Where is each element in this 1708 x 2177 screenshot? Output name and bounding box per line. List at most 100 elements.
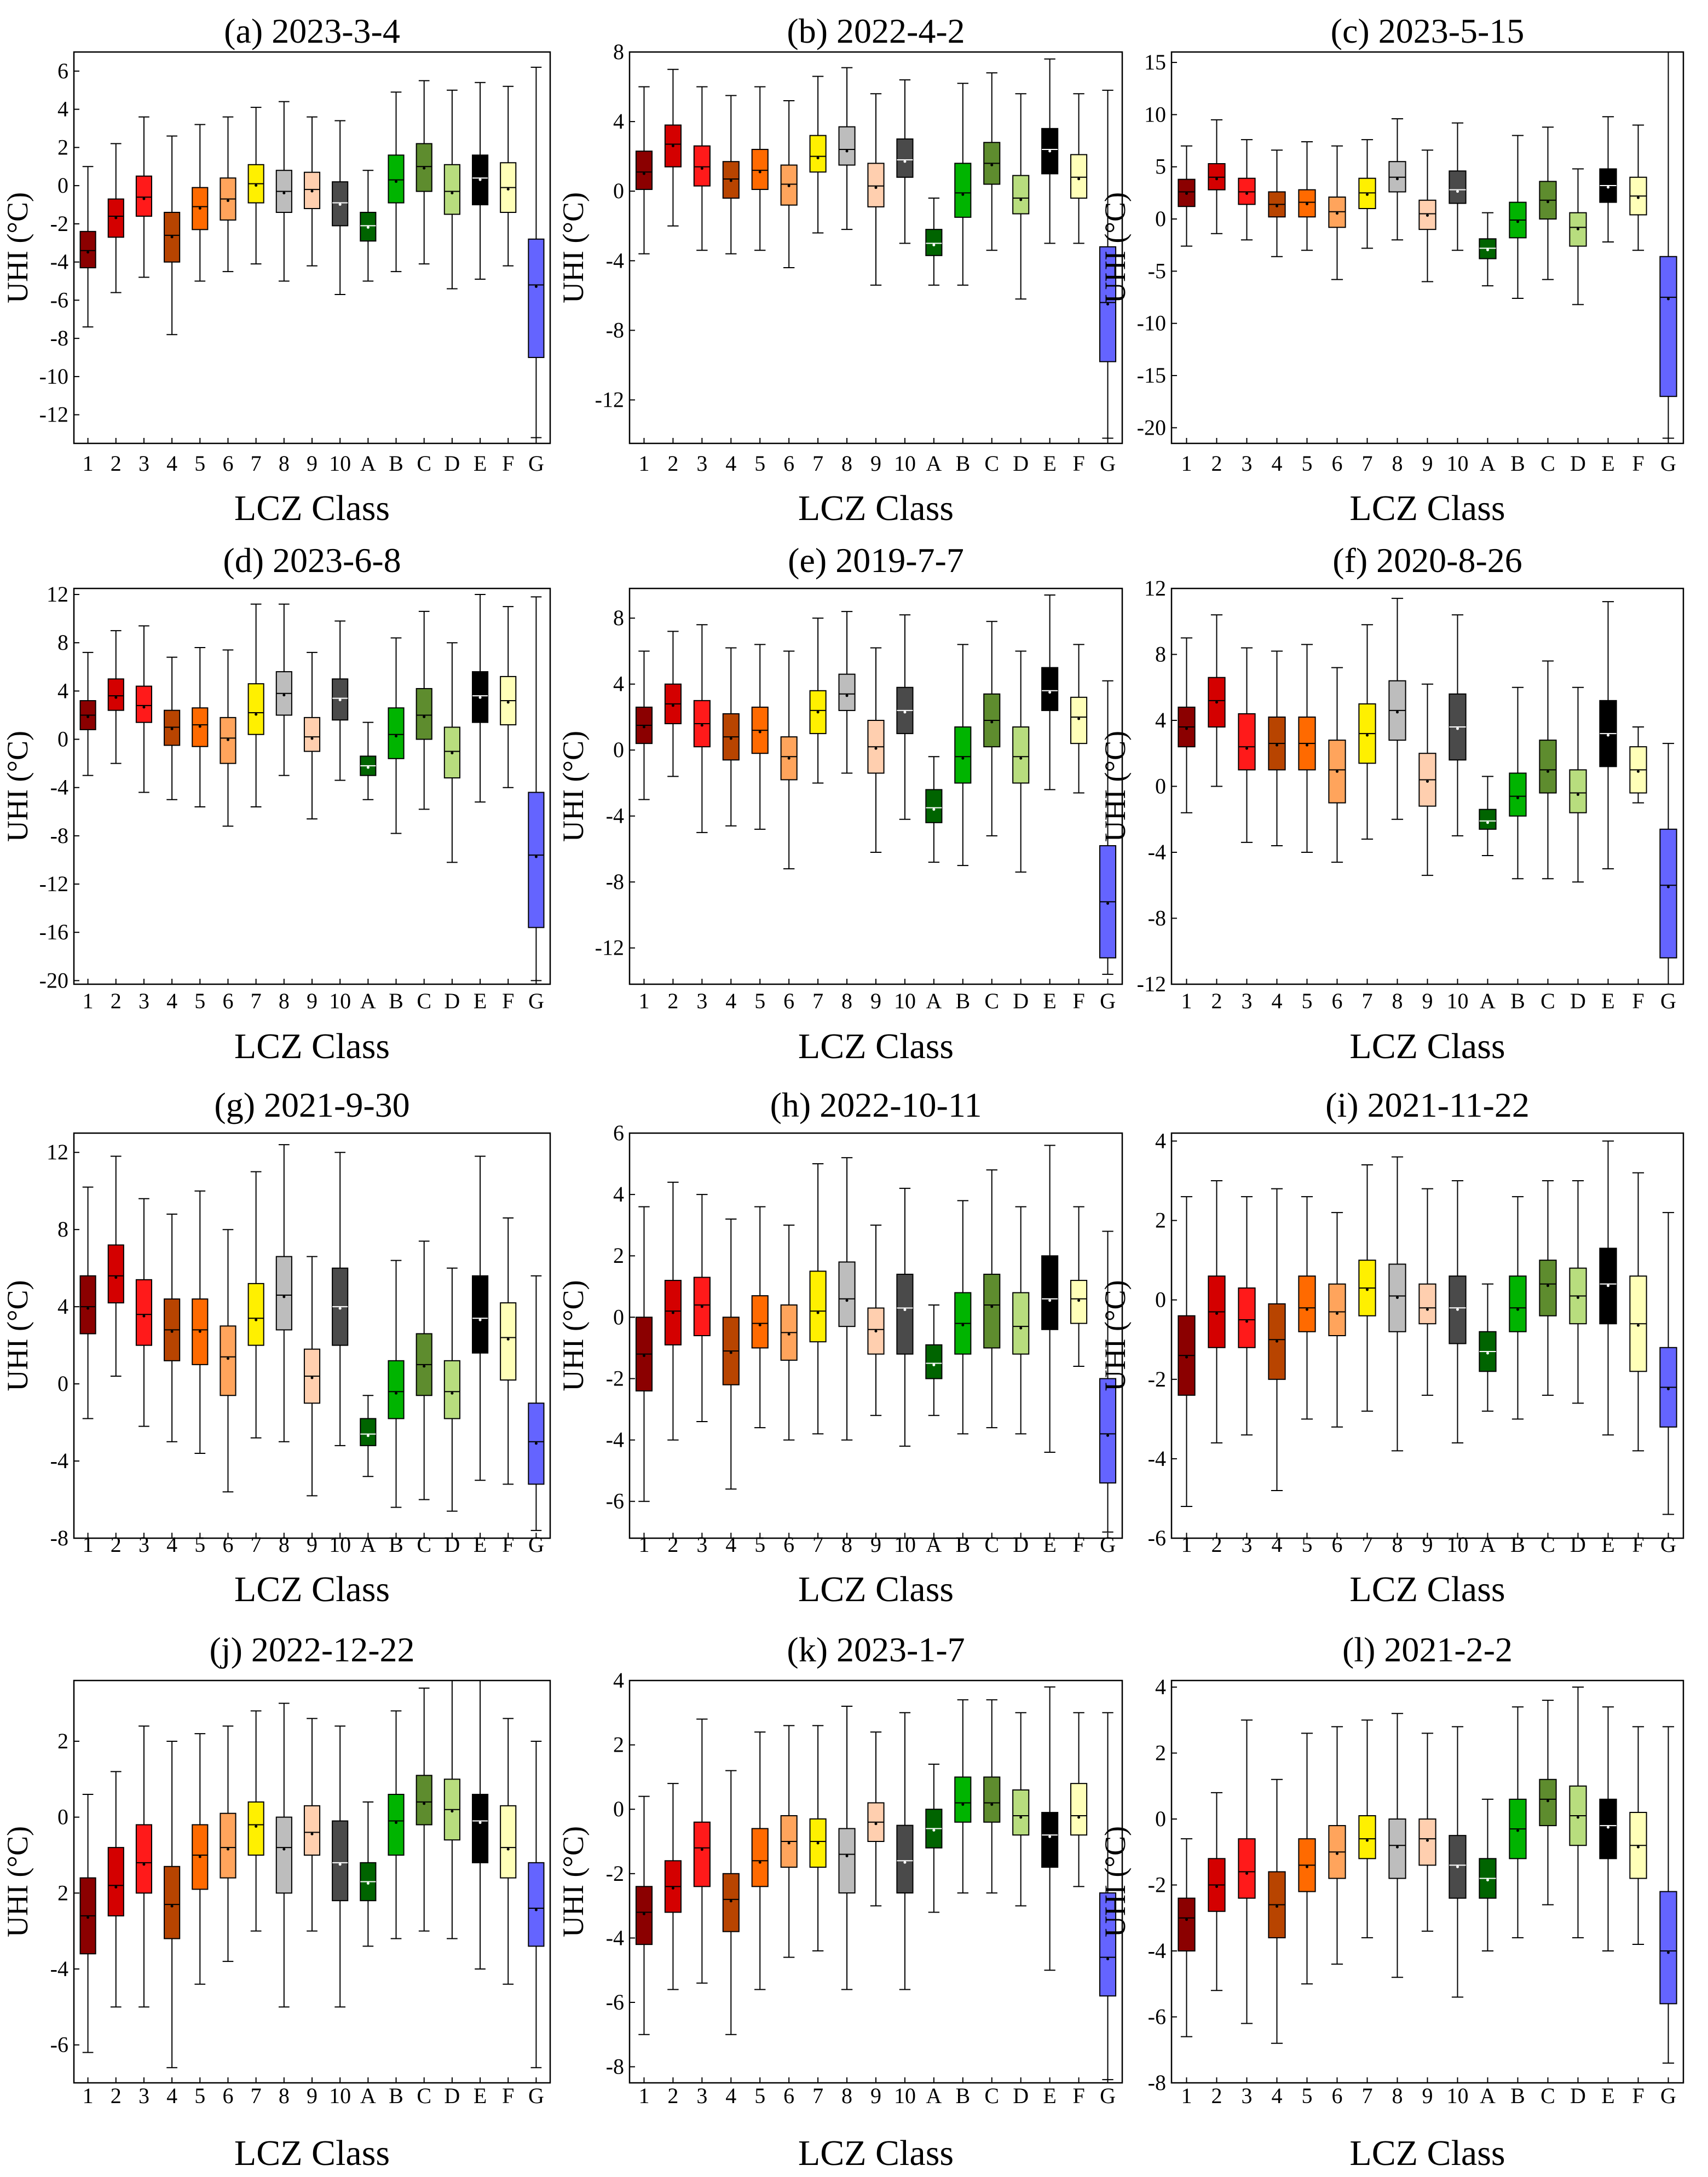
x-tick-label: 7 [1362,1532,1373,1557]
x-tick-label: G [1660,2083,1676,2108]
mean-marker [729,1899,732,1903]
y-tick-label: -2 [606,1366,624,1390]
y-tick-label: 8 [57,1217,68,1241]
mean-marker [845,1855,849,1858]
box-2 [107,630,124,764]
box-5 [192,647,209,807]
x-tick-label: D [444,451,460,476]
x-axis-label: LCZ Class [798,1026,954,1066]
mean-marker [1547,1284,1549,1287]
mean-marker [451,752,454,755]
mean-marker [1048,149,1052,153]
x-axis-label: LCZ Class [234,1026,390,1066]
iqr-box [1099,1378,1117,1484]
mean-marker [990,720,994,724]
mean-marker [1215,1312,1218,1315]
iqr-box [635,1886,653,1945]
mean-marker [1577,793,1579,796]
iqr-box [693,1821,711,1887]
mean-marker [451,1391,454,1395]
mean-marker [114,1885,118,1889]
box-C [1539,126,1557,280]
y-tick-label: 0 [613,178,624,203]
x-tick-label: 5 [754,2083,765,2108]
x-tick-label: A [1480,2083,1496,2108]
iqr-box [1659,256,1677,397]
y-tick-label: -5 [1148,258,1166,283]
x-tick-label: G [1100,989,1116,1013]
mean-marker [198,725,201,728]
mean-marker [1306,743,1308,747]
x-tick-label: 8 [1392,1532,1403,1557]
x-tick-label: E [1043,451,1056,476]
box-7 [1358,624,1376,840]
box-6 [220,649,236,827]
mean-marker [1547,770,1549,773]
mean-marker [1366,193,1369,196]
mean-marker [1366,1288,1369,1291]
x-tick-label: 9 [870,451,881,476]
panel-title: (f) 2020-8-26 [1332,541,1522,580]
box-A [1479,1283,1497,1412]
y-tick-label: -8 [606,2054,624,2079]
x-tick-label: 9 [1422,1532,1433,1557]
box-9 [303,116,321,267]
box-3 [135,116,153,278]
iqr-box [809,135,827,173]
box-10 [896,614,914,820]
box-4 [1268,650,1286,846]
mean-marker [932,1828,936,1832]
x-tick-label: F [1072,2083,1084,2108]
box-7 [247,603,264,807]
iqr-box [925,229,943,256]
box-E [1599,116,1617,243]
panel-title: (d) 2023-6-8 [223,541,401,580]
mean-marker [816,1311,820,1314]
x-tick-label: A [1480,1532,1496,1557]
box-3 [1238,139,1256,241]
mean-marker [451,1810,454,1813]
x-tick-label: C [984,2083,999,2108]
y-axis-label: UHI (°C) [1099,731,1132,842]
mean-marker [1019,198,1023,201]
mean-marker [282,192,286,195]
box-F [1070,1206,1088,1367]
mean-marker [1426,1839,1429,1842]
mean-marker [961,193,965,196]
x-tick-label: 8 [279,1532,290,1557]
y-tick-label: 12 [47,1140,68,1164]
iqr-box [983,1273,1001,1349]
iqr-box [954,726,972,784]
mean-marker [1019,757,1023,760]
box-7 [1358,1719,1376,1938]
box-E [1041,1686,1059,1971]
box-3 [1238,1196,1256,1436]
mean-marker [1106,902,1110,905]
mean-marker [1667,1387,1670,1390]
y-axis-label: UHI (°C) [557,1280,590,1391]
mean-marker [170,1904,174,1908]
x-tick-label: 5 [1302,989,1313,1013]
mean-marker [1106,303,1110,306]
iqr-box [1178,1897,1196,1952]
x-tick-label: 7 [812,989,823,1013]
iqr-box [896,1273,914,1355]
box-G [1659,1212,1677,1515]
mean-marker [1516,220,1519,223]
box-7 [809,76,827,234]
mean-marker [170,235,174,239]
box-8 [1388,1713,1406,1978]
y-axis-label: UHI (°C) [1,731,34,842]
mean-marker [506,188,510,191]
y-tick-label: 0 [613,1304,624,1329]
box-A [360,1395,377,1477]
x-tick-label: 10 [894,451,916,476]
mean-marker [423,1802,426,1805]
mean-marker [226,1357,229,1360]
iqr-box [1012,1292,1030,1355]
mean-marker [338,698,342,702]
x-axis-label: LCZ Class [1349,488,1505,528]
box-3 [693,1718,711,1984]
